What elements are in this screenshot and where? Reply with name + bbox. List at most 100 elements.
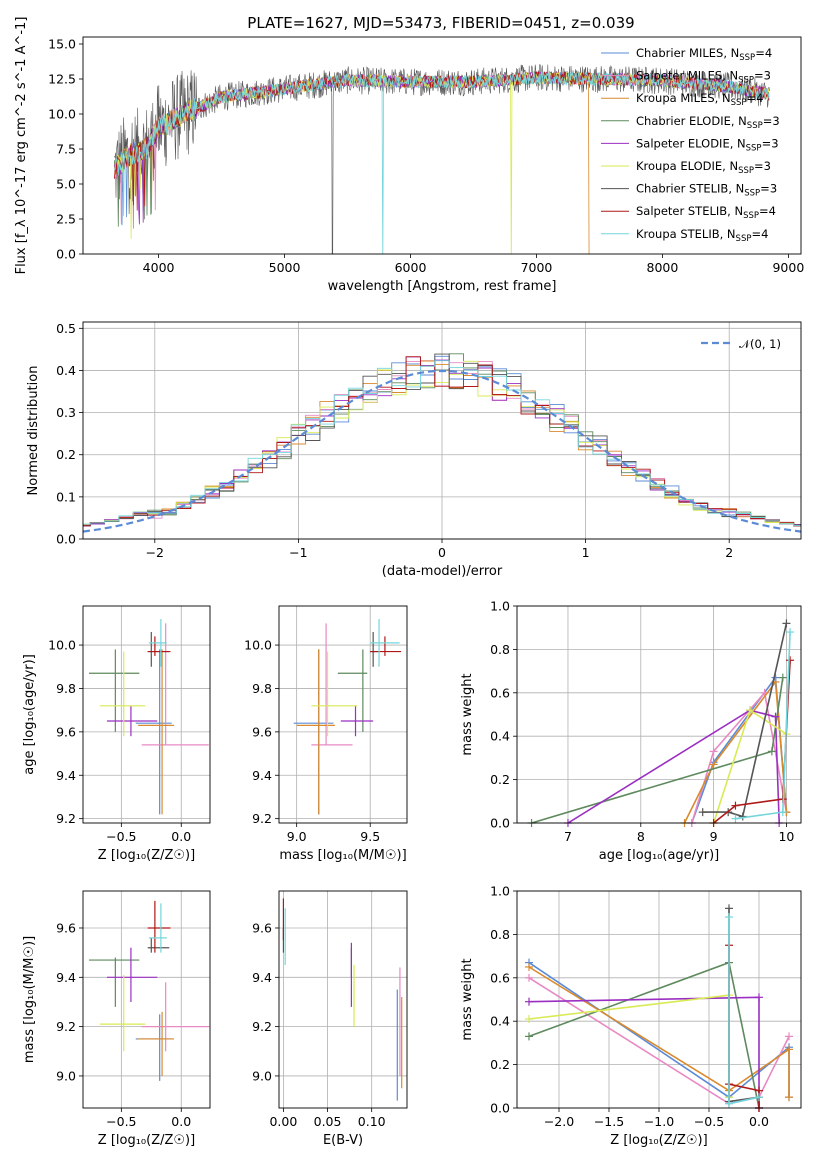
legend-series-name: Kroupa STELIB xyxy=(636,227,720,241)
legend-nssp-prefix: , N xyxy=(722,159,738,173)
legend-ssp-subscript: SSP xyxy=(738,166,754,176)
legend-nssp-eq: = xyxy=(762,136,772,150)
y-tick-label: 2.5 xyxy=(56,212,76,227)
figure-title: PLATE=1627, MJD=53473, FIBERID=0451, z=0… xyxy=(247,14,634,32)
legend-nssp-eq: = xyxy=(755,46,765,60)
legend-ssp-subscript: SSP xyxy=(743,211,759,221)
x-tick-label: −2.0 xyxy=(544,1114,574,1129)
y-tick-label: 0.6 xyxy=(490,685,510,700)
y-tick-label: 9.2 xyxy=(252,1019,272,1034)
y-tick-label: 0.2 xyxy=(490,772,510,787)
x-tick-label: 6000 xyxy=(395,260,427,275)
y-tick-label: 0.4 xyxy=(490,1014,510,1029)
legend-nssp-value: 3 xyxy=(771,136,778,150)
x-tick-label: 0.0 xyxy=(171,829,191,844)
legend-series-name: Salpeter STELIB xyxy=(636,204,727,218)
axes-frame xyxy=(278,605,408,824)
x-tick-label: 0.0 xyxy=(171,1114,191,1129)
y-tick-label: 0.2 xyxy=(490,1057,510,1072)
legend-ssp-subscript: SSP xyxy=(747,121,763,131)
legend-ssp-subscript: SSP xyxy=(744,189,760,199)
x-axis-label: E(B-V) xyxy=(323,1133,363,1148)
x-tick-label: 10 xyxy=(778,829,794,844)
y-tick-label: 5.0 xyxy=(56,177,76,192)
y-tick-label: 0.4 xyxy=(56,363,76,378)
x-tick-label: −0.5 xyxy=(106,1114,136,1129)
legend-nssp-eq: = xyxy=(759,204,769,218)
panel-z_mass: −0.5 0.0 9.0 9.2 9.4 9.6 Z [log₁₀(Z/Z☉)] mass [… xyxy=(22,890,211,1148)
x-axis-label: mass [log₁₀(M/M☉)] xyxy=(279,848,406,863)
y-tick-label: 0.6 xyxy=(490,970,510,985)
axes-frame xyxy=(82,890,211,1109)
axes-frame xyxy=(82,36,802,255)
legend-nssp-eq: = xyxy=(746,91,756,105)
legend-nssp-prefix: , N xyxy=(720,227,736,241)
y-tick-label: 9.2 xyxy=(56,1019,76,1034)
legend-nssp-value: 3 xyxy=(770,182,777,196)
x-tick-label: 0.0 xyxy=(749,1114,769,1129)
legend-label: Kroupa ELODIE, NSSP=3 xyxy=(636,159,771,176)
legend-ssp-subscript: SSP xyxy=(738,76,754,86)
panel-ebv_mass: 0.00 0.05 0.10 9.0 9.2 9.4 9.6 E(B-V) xyxy=(252,890,408,1148)
x-tick-label: 0 xyxy=(438,545,446,560)
y-tick-label: 9.4 xyxy=(56,768,76,783)
y-axis-label: mass weight xyxy=(460,673,475,755)
legend-nssp-eq: = xyxy=(760,182,770,196)
y-tick-label: 9.0 xyxy=(252,1068,272,1083)
y-tick-label: 9.8 xyxy=(56,681,76,696)
x-tick-label: 4000 xyxy=(143,260,175,275)
y-tick-label: 9.4 xyxy=(252,768,272,783)
legend-label: Chabrier ELODIE, NSSP=3 xyxy=(636,114,780,131)
x-tick-label: 9000 xyxy=(772,260,804,275)
y-axis-label: Normed distribution xyxy=(26,366,41,496)
axes-frame xyxy=(516,890,802,1109)
legend-nssp-prefix: , N xyxy=(715,91,731,105)
x-tick-label: 0.10 xyxy=(358,1114,386,1129)
legend-nssp-value: 3 xyxy=(772,114,779,128)
y-tick-label: 0.0 xyxy=(56,532,76,547)
legend-nssp-value: 3 xyxy=(764,69,771,83)
legend-nssp-eq: = xyxy=(751,227,761,241)
legend-nssp-eq: = xyxy=(754,159,764,173)
histogram-step xyxy=(83,360,801,527)
y-tick-label: 0.1 xyxy=(56,489,76,504)
x-tick-label: −0.5 xyxy=(106,829,136,844)
y-tick-label: 9.8 xyxy=(252,681,272,696)
x-tick-label: 0.05 xyxy=(314,1114,342,1129)
axes-frame xyxy=(278,890,408,1109)
y-tick-label: 0.0 xyxy=(490,816,510,831)
y-tick-label: 9.4 xyxy=(56,970,76,985)
x-tick-label: −1.0 xyxy=(644,1114,674,1129)
legend-label: Salpeter STELIB, NSSP=4 xyxy=(636,204,776,221)
legend-series-name: Kroupa MILES xyxy=(636,91,715,105)
axes-frame xyxy=(82,605,211,824)
legend-nssp-eq: = xyxy=(763,114,773,128)
y-tick-label: 9.6 xyxy=(56,724,76,739)
x-tick-label: −0.5 xyxy=(694,1114,724,1129)
panel-age_weight: 7 8 9 10 0.0 0.2 0.4 0.6 0.8 1.0 age [log₁₀(age/yr… xyxy=(460,599,802,863)
y-tick-label: 15.0 xyxy=(48,37,76,52)
y-tick-label: 0.2 xyxy=(56,447,76,462)
y-tick-label: 0.4 xyxy=(490,729,510,744)
y-tick-label: 10.0 xyxy=(48,107,76,122)
legend-nssp-value: 4 xyxy=(761,227,768,241)
x-tick-label: −1.5 xyxy=(594,1114,624,1129)
y-tick-label: 1.0 xyxy=(490,884,510,899)
panel-mass_age: 9.0 9.5 9.2 9.4 9.6 9.8 10.0 mass [log₁₀(M/M☉)] xyxy=(244,605,408,863)
y-axis-label: age [log₁₀(age/yr)] xyxy=(22,654,37,775)
x-tick-label: 9.5 xyxy=(360,829,380,844)
y-tick-label: 9.2 xyxy=(56,811,76,826)
legend-label: Salpeter MILES, NSSP=3 xyxy=(636,69,771,86)
legend-label: 𝒩(0, 1) xyxy=(739,337,781,351)
y-axis-label: Flux [f_λ 10^-17 erg cm^-2 s^-1 A^-1] xyxy=(14,17,29,275)
x-axis-label: Z [log₁₀(Z/Z☉)] xyxy=(98,848,195,863)
x-tick-label: 7000 xyxy=(521,260,553,275)
legend-series-name: Kroupa ELODIE xyxy=(636,159,722,173)
x-axis-label: age [log₁₀(age/yr)] xyxy=(599,848,720,863)
y-axis-label: mass weight xyxy=(460,958,475,1040)
panel-z_age: −0.5 0.0 9.2 9.4 9.6 9.8 10.0 Z [log₁₀(Z/Z☉)] ag… xyxy=(22,605,211,863)
y-tick-label: 7.5 xyxy=(56,142,76,157)
y-tick-label: 9.2 xyxy=(252,811,272,826)
